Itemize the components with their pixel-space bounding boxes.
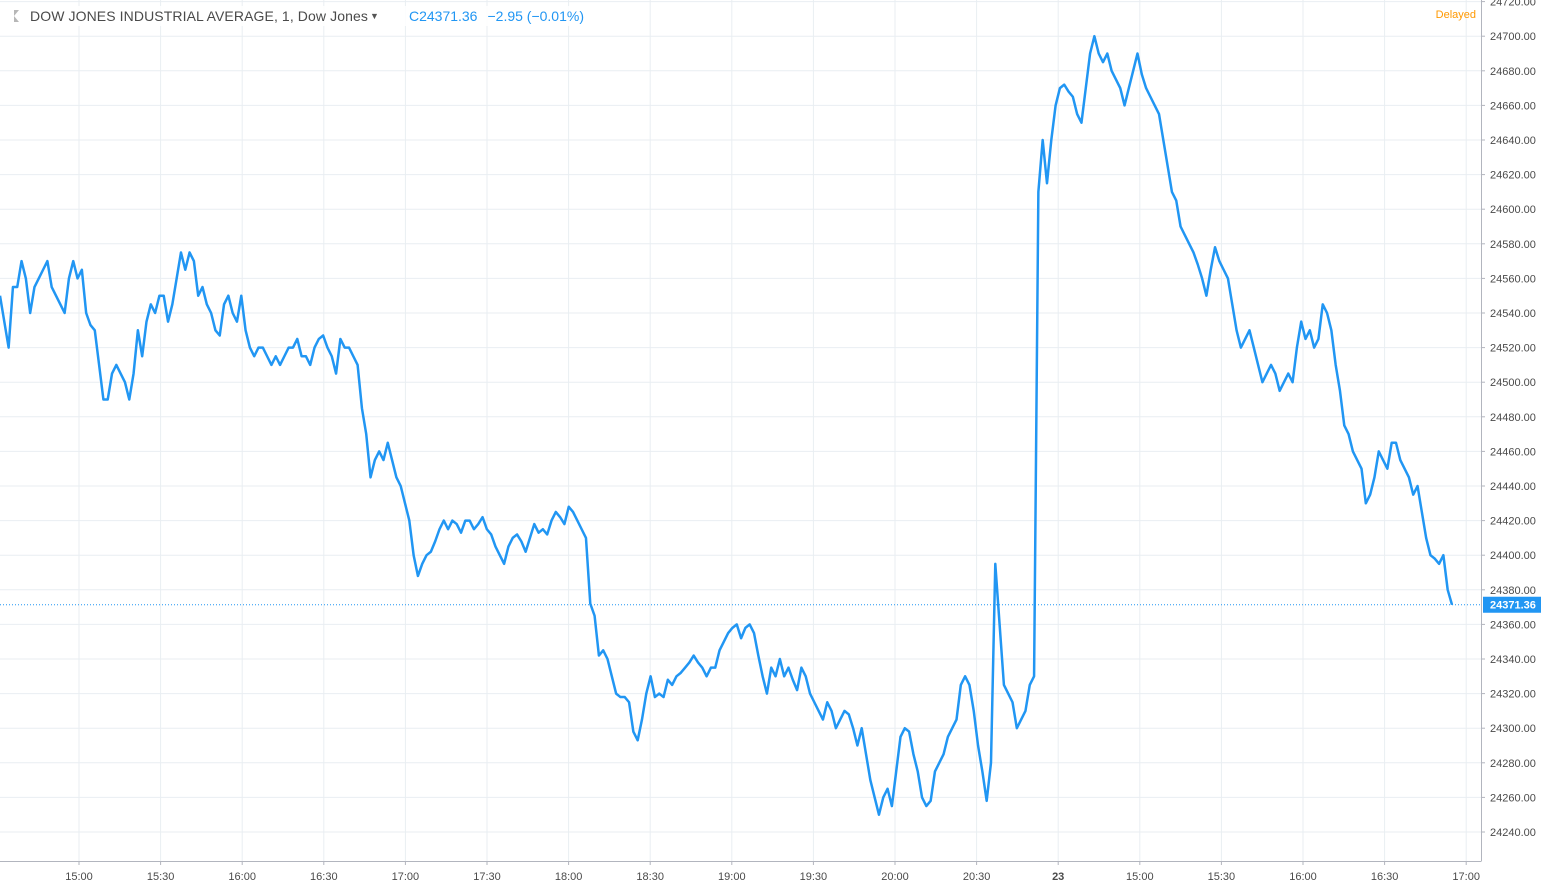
price-tick-label: 24240.00 [1490, 827, 1536, 839]
time-tick-label: 15:00 [1126, 871, 1154, 883]
price-tick-label: 24540.00 [1490, 308, 1536, 320]
time-tick-label: 17:00 [1452, 871, 1480, 883]
delayed-badge: Delayed [1435, 9, 1476, 21]
price-tick-label: 24500.00 [1490, 377, 1536, 389]
time-tick-label: 15:30 [147, 871, 175, 883]
time-tick-label: 23 [1052, 871, 1064, 883]
last-price-tag-bg [1483, 596, 1541, 613]
time-tick-label: 20:30 [963, 871, 991, 883]
symbol-selector[interactable]: DOW JONES INDUSTRIAL AVERAGE, 1, Dow Jon… [30, 8, 379, 24]
flag-icon[interactable] [14, 10, 24, 22]
price-tick-label: 24680.00 [1490, 66, 1536, 78]
time-tick-label: 18:00 [555, 871, 583, 883]
price-tick-label: 24480.00 [1490, 412, 1536, 424]
time-tick-label: 15:30 [1208, 871, 1236, 883]
last-price-label: 24371.36 [1490, 600, 1536, 612]
time-tick-label: 19:30 [800, 871, 828, 883]
time-tick-label: 16:00 [228, 871, 256, 883]
chevron-down-icon[interactable]: ▼ [369, 11, 379, 21]
time-tick-label: 16:30 [1371, 871, 1399, 883]
time-tick-label: 16:00 [1289, 871, 1317, 883]
ohlc-values: C24371.36 −2.95 (−0.01%) [409, 8, 584, 24]
time-tick-label: 20:00 [881, 871, 909, 883]
chart-legend: DOW JONES INDUSTRIAL AVERAGE, 1, Dow Jon… [14, 6, 584, 26]
time-tick-label: 17:00 [392, 871, 420, 883]
price-tick-label: 24560.00 [1490, 273, 1536, 285]
horizontal-gridlines [0, 1, 1481, 833]
price-tick-label: 24400.00 [1490, 550, 1536, 562]
price-tick-label: 24460.00 [1490, 446, 1536, 458]
price-tick-label: 24280.00 [1490, 758, 1536, 770]
time-tick-label: 18:30 [636, 871, 664, 883]
vertical-gridlines [78, 0, 1467, 861]
last-price-tag: 24371.36 [1483, 596, 1541, 613]
price-tick-label: 24300.00 [1490, 723, 1536, 735]
time-tick-label: 19:00 [718, 871, 746, 883]
price-tick-label: 24320.00 [1490, 689, 1536, 701]
price-tick-label: 24260.00 [1490, 792, 1536, 804]
price-tick-label: 24700.00 [1490, 31, 1536, 43]
price-tick-label: 24580.00 [1490, 239, 1536, 251]
price-change: −2.95 (−0.01%) [487, 8, 584, 24]
price-tick-label: 24660.00 [1490, 100, 1536, 112]
time-tick-label: 16:30 [310, 871, 338, 883]
price-tick-label: 24600.00 [1490, 204, 1536, 216]
price-tick-label: 24340.00 [1490, 654, 1536, 666]
time-tick-label: 15:00 [65, 871, 93, 883]
time-tick-label: 17:30 [473, 871, 501, 883]
price-tick-label: 24440.00 [1490, 481, 1536, 493]
price-axis[interactable] [1481, 0, 1543, 891]
price-tick-label: 24360.00 [1490, 619, 1536, 631]
price-series-line [0, 34, 1454, 816]
price-tick-label: 24520.00 [1490, 343, 1536, 355]
price-tick-label: 24720.00 [1490, 0, 1536, 9]
price-tick-label: 24420.00 [1490, 516, 1536, 528]
symbol-label: DOW JONES INDUSTRIAL AVERAGE, 1, Dow Jon… [30, 8, 368, 24]
time-axis[interactable] [0, 861, 1481, 891]
last-value: C24371.36 [408, 8, 478, 24]
price-tick-label: 24620.00 [1490, 170, 1536, 182]
price-tick-label: 24640.00 [1490, 135, 1536, 147]
price-axis-ticks: 24240.00 24260.00 24280.00 24300.00 24320.00… [1481, 0, 1536, 839]
price-tick-label: 24380.00 [1490, 585, 1536, 597]
time-axis-ticks: 15:00 15:30 16:00 16:30 17:00 17:30 18:00 18:30… [65, 861, 1480, 883]
